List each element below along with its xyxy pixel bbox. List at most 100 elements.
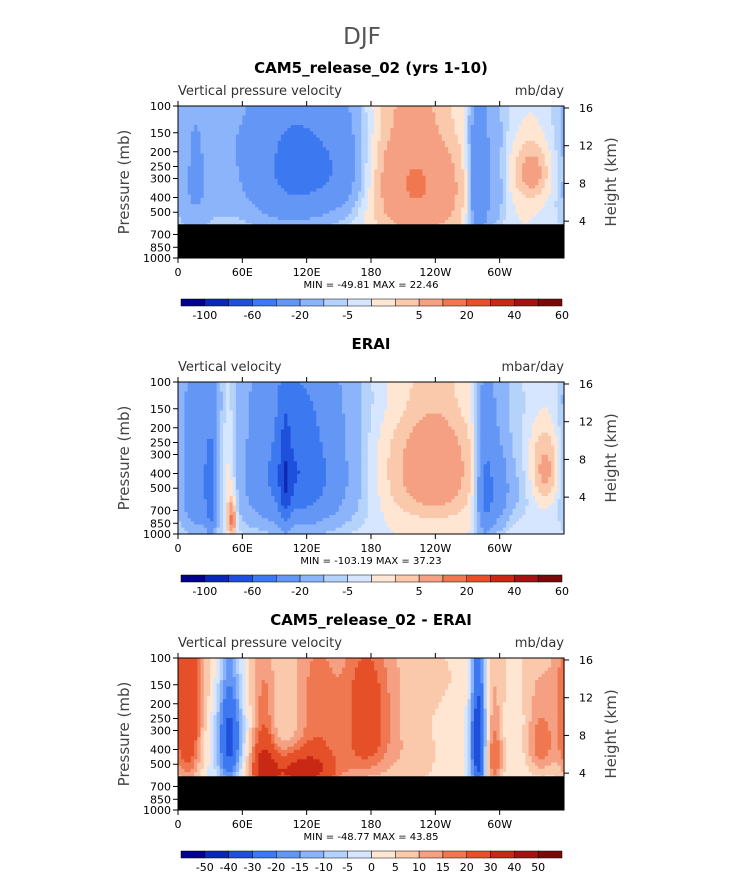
contour-cell bbox=[335, 137, 340, 142]
contour-cell bbox=[293, 150, 298, 155]
contour-cell bbox=[335, 201, 340, 205]
contour-cell bbox=[203, 109, 208, 113]
contour-cell bbox=[181, 144, 186, 148]
contour-cell bbox=[277, 213, 282, 218]
contour-cell bbox=[319, 125, 324, 129]
contour-cell bbox=[338, 140, 343, 145]
contour-cell bbox=[354, 210, 359, 215]
contour-cell bbox=[229, 125, 234, 129]
contour-cell bbox=[274, 128, 279, 132]
contour-cell bbox=[248, 109, 253, 113]
contour-cell bbox=[309, 220, 314, 224]
contour-cell bbox=[338, 175, 343, 180]
contour-cell bbox=[313, 137, 317, 142]
contour-cell bbox=[203, 194, 208, 199]
contour-cell bbox=[178, 131, 182, 136]
contour-cell bbox=[345, 109, 350, 113]
contour-cell bbox=[338, 166, 343, 170]
contour-cell bbox=[280, 185, 285, 189]
contour-cell bbox=[210, 204, 214, 208]
contour-cell bbox=[248, 175, 253, 180]
contour-cell bbox=[332, 163, 337, 167]
contour-cell bbox=[248, 188, 253, 193]
contour-cell bbox=[268, 220, 272, 224]
contour-cell bbox=[226, 128, 231, 132]
contour-cell bbox=[280, 131, 285, 136]
contour-cell bbox=[293, 109, 298, 113]
contour-cell bbox=[284, 188, 288, 193]
contour-cell bbox=[290, 210, 295, 215]
contour-cell bbox=[197, 140, 202, 145]
contour-cell bbox=[277, 125, 282, 129]
contour-cell bbox=[306, 163, 311, 167]
contour-cell bbox=[216, 156, 221, 161]
contour-cell bbox=[242, 115, 247, 120]
contour-cell bbox=[190, 185, 195, 189]
contour-cell bbox=[284, 185, 288, 189]
contour-cell bbox=[219, 144, 224, 148]
contour-cell bbox=[287, 137, 292, 142]
contour-cell bbox=[216, 175, 221, 180]
contour-cell bbox=[226, 125, 231, 129]
contour-cell bbox=[345, 204, 350, 208]
contour-cell bbox=[178, 125, 182, 129]
contour-cell bbox=[264, 178, 269, 183]
contour-cell bbox=[351, 185, 356, 189]
contour-cell bbox=[245, 201, 250, 205]
contour-cell bbox=[290, 220, 295, 224]
contour-cell bbox=[316, 144, 321, 148]
contour-cell bbox=[232, 169, 237, 174]
contour-cell bbox=[235, 150, 240, 155]
contour-cell bbox=[245, 194, 250, 199]
contour-cell bbox=[354, 194, 359, 199]
contour-cell bbox=[287, 147, 292, 151]
contour-cell bbox=[245, 163, 250, 167]
contour-cell bbox=[313, 188, 317, 193]
contour-cell bbox=[284, 134, 288, 139]
contour-cell bbox=[309, 118, 314, 123]
contour-cell bbox=[197, 204, 202, 208]
contour-cell bbox=[213, 169, 218, 174]
contour-cell bbox=[268, 147, 272, 151]
contour-cell bbox=[255, 213, 260, 218]
contour-cell bbox=[264, 194, 269, 199]
contour-cell bbox=[184, 185, 189, 189]
contour-cell bbox=[203, 131, 208, 136]
contour-cell bbox=[345, 182, 350, 186]
contour-cell bbox=[206, 118, 211, 123]
contour-cell bbox=[325, 220, 330, 224]
contour-cell bbox=[280, 210, 285, 215]
contour-cell bbox=[313, 112, 317, 117]
contour-cell bbox=[274, 194, 279, 199]
contour-cell bbox=[290, 150, 295, 155]
contour-cell bbox=[300, 128, 305, 132]
contour-cell bbox=[258, 109, 263, 113]
contour-cell bbox=[332, 197, 337, 202]
contour-cell bbox=[322, 204, 327, 208]
contour-cell bbox=[271, 194, 276, 199]
contour-cell bbox=[325, 121, 330, 126]
contour-cell bbox=[268, 156, 272, 161]
contour-cell bbox=[245, 121, 250, 126]
contour-cell bbox=[300, 169, 305, 174]
contour-cell bbox=[245, 109, 250, 113]
contour-cell bbox=[200, 150, 205, 155]
contour-cell bbox=[322, 216, 327, 221]
contour-cell bbox=[297, 118, 301, 123]
contour-cell bbox=[219, 185, 224, 189]
contour-cell bbox=[239, 150, 243, 155]
contour-cell bbox=[274, 144, 279, 148]
contour-cell bbox=[303, 147, 308, 151]
contour-cell bbox=[184, 140, 189, 145]
contour-cell bbox=[338, 144, 343, 148]
contour-cell bbox=[226, 147, 231, 151]
contour-cell bbox=[306, 169, 311, 174]
contour-cell bbox=[271, 213, 276, 218]
contour-cell bbox=[194, 144, 198, 148]
contour-cell bbox=[255, 156, 260, 161]
contour-cell bbox=[178, 207, 182, 212]
contour-cell bbox=[309, 201, 314, 205]
contour-cell bbox=[203, 169, 208, 174]
contour-cell bbox=[345, 156, 350, 161]
contour-cell bbox=[255, 159, 260, 164]
